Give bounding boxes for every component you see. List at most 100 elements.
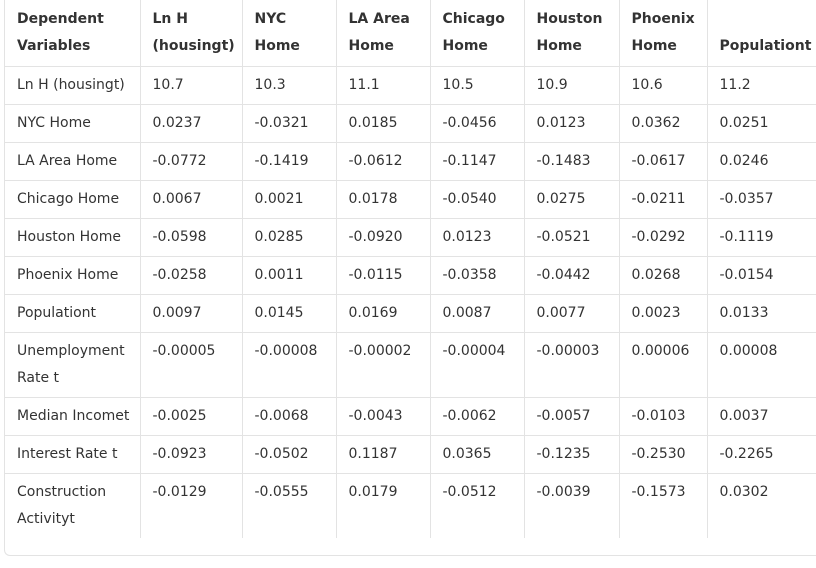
header-cell: LA Area Home <box>336 0 431 67</box>
value-cell: 0.0365 <box>430 435 525 474</box>
value-cell: 0.0237 <box>140 104 243 143</box>
value-cell: 0.0097 <box>140 294 243 333</box>
row-label: Populationt <box>5 294 141 333</box>
value-cell: -0.0617 <box>619 142 708 181</box>
row-label: Houston Home <box>5 218 141 257</box>
value-cell: -0.1147 <box>430 142 525 181</box>
table-body: Ln H (housingt) 10.7 10.3 11.1 10.5 10.9 10.6 1… <box>5 66 816 538</box>
value-cell: 11.1 <box>336 66 431 105</box>
value-cell: -0.0358 <box>430 256 525 295</box>
value-cell: 10.7 <box>140 66 243 105</box>
header-cell: Houston Home <box>524 0 620 67</box>
header-row: Dependent Variables Ln H (housingt) NYC Ho… <box>5 0 816 67</box>
value-cell: -0.00004 <box>430 332 525 398</box>
table-row: Median Incomet -0.0025 -0.0068 -0.0043 -0.00… <box>5 397 816 436</box>
value-cell: -0.2530 <box>619 435 708 474</box>
value-cell: -0.0555 <box>242 473 337 538</box>
value-cell: 11.2 <box>707 66 816 105</box>
value-cell: -0.0211 <box>619 180 708 219</box>
value-cell: 0.0023 <box>619 294 708 333</box>
row-label: Median Incomet <box>5 397 141 436</box>
row-label: Chicago Home <box>5 180 141 219</box>
results-table: Dependent Variables Ln H (housingt) NYC Ho… <box>5 0 816 538</box>
value-cell: -0.1235 <box>524 435 620 474</box>
value-cell: 0.0285 <box>242 218 337 257</box>
row-label: Interest Rate t <box>5 435 141 474</box>
value-cell: -0.1119 <box>707 218 816 257</box>
value-cell: 0.0178 <box>336 180 431 219</box>
value-cell: 0.0268 <box>619 256 708 295</box>
table-row: Unemployment Rate t -0.00005 -0.00008 -0.00… <box>5 332 816 398</box>
value-cell: -0.0502 <box>242 435 337 474</box>
value-cell: 10.3 <box>242 66 337 105</box>
value-cell: 0.0123 <box>430 218 525 257</box>
value-cell: 0.0067 <box>140 180 243 219</box>
value-cell: -0.0039 <box>524 473 620 538</box>
value-cell: -0.00005 <box>140 332 243 398</box>
value-cell: -0.0025 <box>140 397 243 436</box>
row-label: Unemployment Rate t <box>5 332 141 398</box>
value-cell: -0.00003 <box>524 332 620 398</box>
row-label: Ln H (housingt) <box>5 66 141 105</box>
value-cell: -0.0521 <box>524 218 620 257</box>
value-cell: 0.0037 <box>707 397 816 436</box>
header-cell: Chicago Home <box>430 0 525 67</box>
table-container: Dependent Variables Ln H (housingt) NYC Ho… <box>4 0 816 556</box>
value-cell: -0.2265 <box>707 435 816 474</box>
value-cell: 0.0275 <box>524 180 620 219</box>
header-cell: Phoenix Home <box>619 0 708 67</box>
value-cell: -0.1483 <box>524 142 620 181</box>
value-cell: -0.0115 <box>336 256 431 295</box>
value-cell: 0.0087 <box>430 294 525 333</box>
value-cell: -0.0154 <box>707 256 816 295</box>
value-cell: -0.0456 <box>430 104 525 143</box>
table-row: Ln H (housingt) 10.7 10.3 11.1 10.5 10.9 10.6 1… <box>5 66 816 105</box>
value-cell: 10.9 <box>524 66 620 105</box>
value-cell: -0.1419 <box>242 142 337 181</box>
value-cell: -0.00002 <box>336 332 431 398</box>
table-row: Houston Home -0.0598 0.0285 -0.0920 0.0123 -0… <box>5 218 816 257</box>
value-cell: 0.1187 <box>336 435 431 474</box>
row-label: Phoenix Home <box>5 256 141 295</box>
value-cell: -0.0258 <box>140 256 243 295</box>
header-cell: NYC Home <box>242 0 337 67</box>
value-cell: -0.0772 <box>140 142 243 181</box>
header-cell: Populationt <box>707 0 816 67</box>
value-cell: -0.0598 <box>140 218 243 257</box>
table-row: Chicago Home 0.0067 0.0021 0.0178 -0.0540 0.0… <box>5 180 816 219</box>
row-label: Construction Activityt <box>5 473 141 538</box>
value-cell: -0.0129 <box>140 473 243 538</box>
value-cell: -0.0057 <box>524 397 620 436</box>
value-cell: 0.0123 <box>524 104 620 143</box>
value-cell: 10.6 <box>619 66 708 105</box>
value-cell: 0.0185 <box>336 104 431 143</box>
value-cell: -0.0062 <box>430 397 525 436</box>
value-cell: 0.00006 <box>619 332 708 398</box>
value-cell: 0.0362 <box>619 104 708 143</box>
value-cell: -0.0068 <box>242 397 337 436</box>
table-row: Populationt 0.0097 0.0145 0.0169 0.0087 0.007… <box>5 294 816 333</box>
header-cell: Dependent Variables <box>5 0 141 67</box>
value-cell: 0.0011 <box>242 256 337 295</box>
value-cell: -0.0442 <box>524 256 620 295</box>
value-cell: 0.0302 <box>719 484 769 500</box>
value-cell: -0.0923 <box>140 435 243 474</box>
value-cell: -0.0357 <box>707 180 816 219</box>
value-cell: 0.0179 <box>336 473 431 538</box>
table-row: LA Area Home -0.0772 -0.1419 -0.0612 -0.1147… <box>5 142 816 181</box>
value-cell: -0.0321 <box>242 104 337 143</box>
table-row: Phoenix Home -0.0258 0.0011 -0.0115 -0.0358-… <box>5 256 816 295</box>
value-cell: 10.5 <box>430 66 525 105</box>
value-cell: 0.0251 <box>707 104 816 143</box>
row-label: NYC Home <box>5 104 141 143</box>
value-cell: -0.0103 <box>619 397 708 436</box>
table-row: Interest Rate t -0.0923 -0.0502 0.1187 0.036… <box>5 435 816 474</box>
value-cell: -0.0292 <box>619 218 708 257</box>
value-cell: 0.0145 <box>242 294 337 333</box>
header-cell: Ln H (housingt) <box>140 0 243 67</box>
value-cell: -0.0540 <box>430 180 525 219</box>
value-cell: -0.00008 <box>242 332 337 398</box>
value-cell: 0.0021 <box>242 180 337 219</box>
value-cell: 0.0246 <box>707 142 816 181</box>
